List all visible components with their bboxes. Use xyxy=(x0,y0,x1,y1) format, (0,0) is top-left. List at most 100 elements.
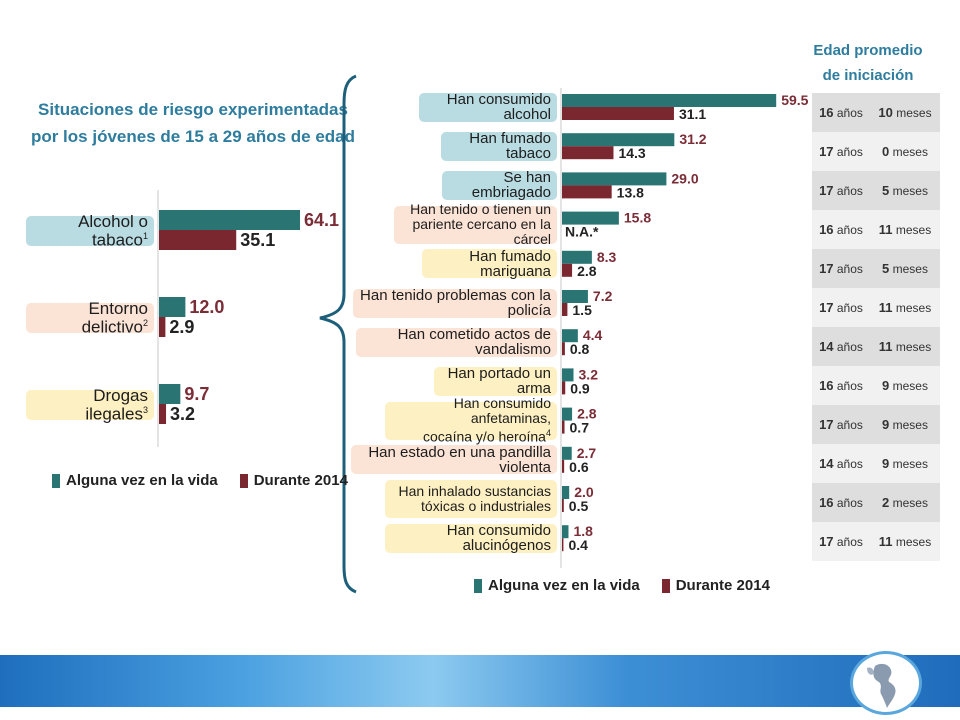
age-months: 10 meses xyxy=(878,105,932,120)
category-label-line: pariente cercano en la cárcel xyxy=(412,216,551,248)
value-label-2014: 2.8 xyxy=(577,263,597,279)
bar-2014 xyxy=(562,185,612,199)
age-header-line1: Edad promedio xyxy=(813,42,923,59)
legend-label-2014: Durante 2014 xyxy=(675,577,770,594)
legend-right: Alguna vez en la vida Durante 2014 xyxy=(474,577,792,594)
legend-label-lifetime: Alguna vez en la vida xyxy=(66,472,218,489)
chart-title: Situaciones de riesgo experimentadas por… xyxy=(28,96,358,150)
category-label: Entorno delictivo2 xyxy=(26,299,154,337)
age-months: 11 meses xyxy=(878,222,932,237)
legend-swatch-2014 xyxy=(661,578,670,593)
age-years: 16 años xyxy=(819,378,863,393)
category-label-line: Entorno delictivo2 xyxy=(81,299,148,337)
age-years: 16 años xyxy=(819,222,863,237)
value-label-2014: 13.8 xyxy=(617,184,644,200)
bar-2014 xyxy=(562,342,565,356)
age-years: 17 años xyxy=(819,183,863,198)
age-months: 9 meses xyxy=(882,456,928,471)
age-table-row: 17 años 5 meses xyxy=(812,171,940,210)
bar-lifetime xyxy=(562,133,675,147)
category-label: Han consumido alcohol xyxy=(419,92,557,122)
footnote-mark: 4 xyxy=(545,428,551,439)
age-table-row: 17 años 11 meses xyxy=(812,522,940,561)
category-label: Han estado en una pandilla violenta xyxy=(351,443,557,476)
footnote-mark: 3 xyxy=(142,405,148,416)
category-label-line: Se han embriagado xyxy=(471,169,551,202)
americas-map-icon xyxy=(867,663,896,708)
value-label-lifetime: 12.0 xyxy=(189,297,224,317)
category-label-line: Han tenido problemas con la policía xyxy=(360,287,551,319)
age-years: 16 años xyxy=(819,105,863,120)
category-label: Han cometido actos de vandalismo xyxy=(356,326,557,359)
bar-2014 xyxy=(562,107,674,120)
age-months: 5 meses xyxy=(882,261,928,276)
age-months: 2 meses xyxy=(882,495,928,510)
bar-lifetime xyxy=(159,384,181,404)
age-header-line2: de iniciación xyxy=(822,67,914,84)
bar-2014 xyxy=(562,459,565,473)
category-label-line: Han inhalado sustancias xyxy=(398,483,551,499)
category-label: Han tenido o tienen un pariente cercano e… xyxy=(394,202,557,248)
value-label-lifetime: 9.7 xyxy=(184,384,209,404)
category-label-line: Han fumado mariguana xyxy=(469,247,551,280)
category-label-line: tóxicas o industriales xyxy=(421,498,551,514)
legend-label-2014: Durante 2014 xyxy=(253,472,348,489)
age-years: 17 años xyxy=(819,534,863,549)
bar-2014 xyxy=(159,230,237,250)
bar-2014 xyxy=(562,420,565,434)
age-table-header: Edad promedio de iniciación xyxy=(808,38,928,88)
category-label-line: Han consumido anfetaminas, xyxy=(453,395,551,427)
category-label-line: Han estado en una pandilla violenta xyxy=(368,443,551,476)
footnote-mark: 1 xyxy=(142,231,148,242)
category-label: Han tenido problemas con la policía xyxy=(353,287,557,319)
value-label-2014: 31.1 xyxy=(679,106,706,122)
category-label: Se han embriagado xyxy=(442,169,557,202)
age-years: 17 años xyxy=(819,417,863,432)
value-label-lifetime: 3.2 xyxy=(579,366,599,382)
value-label-2014: 3.2 xyxy=(170,404,195,424)
age-months: 9 meses xyxy=(882,417,928,432)
chart-title-line2: por los jóvenes de 15 a 29 años de edad xyxy=(30,127,356,146)
legend-item-lifetime: Alguna vez en la vida xyxy=(52,472,218,489)
grouping-brace xyxy=(319,74,357,594)
legend-swatch-2014 xyxy=(239,473,248,488)
bar-lifetime xyxy=(562,407,573,421)
bar-2014 xyxy=(159,404,167,424)
value-label-lifetime: 29.0 xyxy=(671,170,698,186)
value-label-2014: 1.5 xyxy=(572,302,592,318)
category-label: Alcohol o tabaco1 xyxy=(26,213,154,249)
value-label-lifetime: 1.8 xyxy=(573,523,593,539)
legend-item-lifetime: Alguna vez en la vida xyxy=(474,577,640,594)
bar-2014 xyxy=(562,303,568,316)
category-label: Drogas ilegales3 xyxy=(26,386,154,424)
age-years: 17 años xyxy=(819,144,863,159)
value-label-2014: 14.3 xyxy=(618,145,645,161)
value-label-2014: N.A.* xyxy=(565,224,599,240)
value-label-2014: 2.9 xyxy=(169,317,194,337)
category-label-line: Han cometido actos de vandalismo xyxy=(397,326,551,359)
value-label-lifetime: 8.3 xyxy=(597,249,617,265)
value-label-lifetime: 64.1 xyxy=(304,210,339,230)
category-label: Han consumido anfetaminas, cocaína y/o he… xyxy=(385,396,557,444)
category-label: Han portado un arma xyxy=(434,366,557,396)
legend-item-2014: Durante 2014 xyxy=(239,472,348,489)
age-months: 11 meses xyxy=(878,534,932,549)
bar-lifetime xyxy=(562,290,588,303)
value-label-lifetime: 2.0 xyxy=(574,484,594,500)
category-label: Han inhalado sustancias tóxicas o industr… xyxy=(385,480,557,518)
bar-lifetime xyxy=(562,329,578,343)
footnote-mark: 2 xyxy=(142,318,148,329)
category-label-line: Drogas ilegales3 xyxy=(85,386,148,424)
bar-lifetime xyxy=(562,486,570,499)
value-label-lifetime: 31.2 xyxy=(679,131,706,147)
age-years: 17 años xyxy=(819,300,863,315)
age-table-row: 16 años 10 meses xyxy=(812,93,940,132)
bar-2014 xyxy=(562,499,564,512)
bar-2014 xyxy=(159,317,166,337)
category-label-line: cocaína y/o heroína4 xyxy=(423,428,551,445)
bar-2014 xyxy=(562,263,573,277)
age-table-row: 17 años 0 meses xyxy=(812,132,940,171)
category-label-line: Han tenido o tienen un xyxy=(410,201,551,218)
bar-lifetime xyxy=(159,297,186,317)
